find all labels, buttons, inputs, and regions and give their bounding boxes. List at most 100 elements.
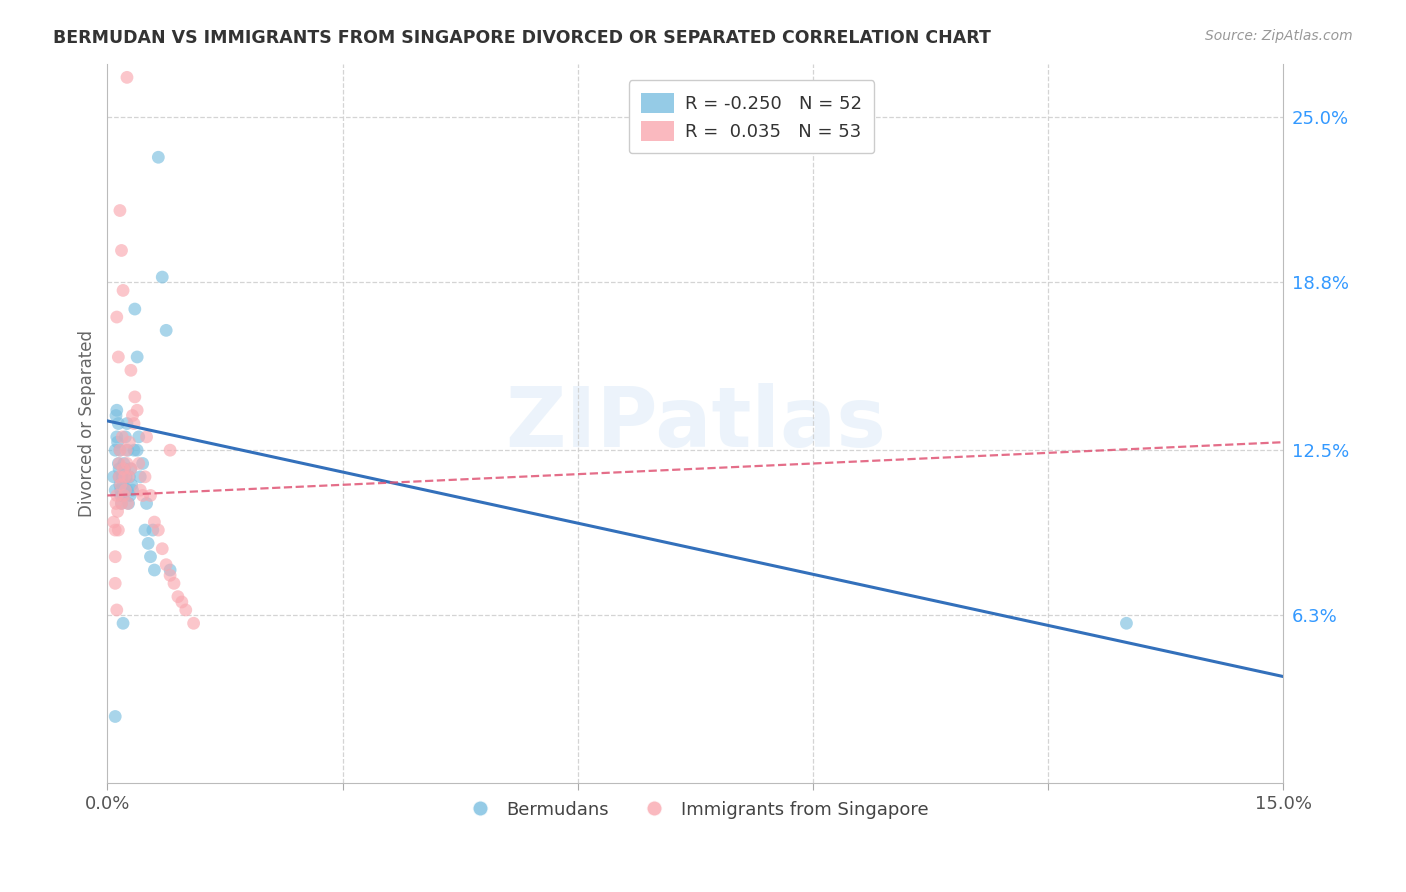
Point bbox=[104, 576, 127, 591]
Point bbox=[110, 496, 132, 510]
Point bbox=[104, 549, 127, 564]
Point bbox=[124, 390, 146, 404]
Point bbox=[105, 603, 128, 617]
Point bbox=[115, 443, 138, 458]
Point bbox=[108, 443, 131, 458]
Point bbox=[112, 488, 135, 502]
Point bbox=[117, 470, 139, 484]
Point bbox=[108, 457, 131, 471]
Point bbox=[108, 462, 131, 476]
Point bbox=[114, 483, 136, 497]
Point bbox=[107, 504, 129, 518]
Point bbox=[174, 603, 197, 617]
Point bbox=[143, 563, 166, 577]
Point bbox=[155, 558, 177, 572]
Point bbox=[150, 270, 173, 285]
Point bbox=[150, 541, 173, 556]
Point bbox=[115, 483, 138, 497]
Point bbox=[121, 409, 143, 423]
Point bbox=[159, 443, 181, 458]
Point bbox=[135, 430, 157, 444]
Point bbox=[127, 403, 149, 417]
Point bbox=[148, 523, 170, 537]
Point bbox=[112, 616, 135, 631]
Point bbox=[136, 536, 159, 550]
Point bbox=[105, 488, 128, 502]
Point bbox=[118, 470, 141, 484]
Point bbox=[107, 457, 129, 471]
Point bbox=[105, 403, 128, 417]
Point bbox=[1115, 616, 1137, 631]
Point bbox=[131, 488, 153, 502]
Point bbox=[120, 462, 142, 476]
Point bbox=[111, 430, 134, 444]
Point bbox=[129, 470, 152, 484]
Point bbox=[117, 496, 139, 510]
Point bbox=[159, 563, 181, 577]
Point bbox=[114, 430, 136, 444]
Point bbox=[142, 523, 165, 537]
Point bbox=[108, 470, 131, 484]
Point bbox=[167, 590, 190, 604]
Point bbox=[120, 488, 142, 502]
Point bbox=[110, 483, 132, 497]
Point bbox=[115, 457, 138, 471]
Text: ZIPatlas: ZIPatlas bbox=[505, 383, 886, 464]
Point bbox=[110, 496, 132, 510]
Point bbox=[139, 549, 162, 564]
Point bbox=[183, 616, 205, 631]
Point bbox=[105, 496, 128, 510]
Point bbox=[112, 284, 135, 298]
Point bbox=[105, 310, 128, 324]
Point bbox=[111, 470, 134, 484]
Point bbox=[112, 478, 135, 492]
Point bbox=[114, 470, 136, 484]
Point bbox=[115, 70, 138, 85]
Point bbox=[170, 595, 193, 609]
Point bbox=[127, 443, 149, 458]
Point bbox=[115, 417, 138, 431]
Point bbox=[117, 443, 139, 458]
Point bbox=[117, 496, 139, 510]
Point bbox=[129, 483, 152, 497]
Point bbox=[128, 457, 150, 471]
Point bbox=[108, 203, 131, 218]
Point bbox=[110, 244, 132, 258]
Point bbox=[103, 515, 125, 529]
Point bbox=[134, 523, 156, 537]
Point bbox=[139, 488, 162, 502]
Point bbox=[107, 435, 129, 450]
Point bbox=[112, 462, 135, 476]
Point bbox=[124, 301, 146, 316]
Point bbox=[128, 430, 150, 444]
Point bbox=[127, 350, 149, 364]
Point bbox=[107, 523, 129, 537]
Point bbox=[110, 478, 132, 492]
Point bbox=[103, 470, 125, 484]
Point bbox=[121, 478, 143, 492]
Point bbox=[108, 443, 131, 458]
Point bbox=[134, 470, 156, 484]
Point bbox=[108, 470, 131, 484]
Point bbox=[120, 363, 142, 377]
Text: Source: ZipAtlas.com: Source: ZipAtlas.com bbox=[1205, 29, 1353, 43]
Y-axis label: Divorced or Separated: Divorced or Separated bbox=[79, 330, 96, 517]
Point bbox=[110, 488, 132, 502]
Point bbox=[115, 470, 138, 484]
Point bbox=[104, 443, 127, 458]
Point bbox=[118, 435, 141, 450]
Point bbox=[163, 576, 186, 591]
Point bbox=[122, 443, 145, 458]
Point bbox=[114, 462, 136, 476]
Point bbox=[148, 150, 170, 164]
Point bbox=[104, 709, 127, 723]
Point bbox=[112, 488, 135, 502]
Point bbox=[105, 430, 128, 444]
Point bbox=[105, 409, 128, 423]
Point bbox=[122, 417, 145, 431]
Point bbox=[159, 568, 181, 582]
Point bbox=[104, 483, 127, 497]
Text: BERMUDAN VS IMMIGRANTS FROM SINGAPORE DIVORCED OR SEPARATED CORRELATION CHART: BERMUDAN VS IMMIGRANTS FROM SINGAPORE DI… bbox=[53, 29, 991, 46]
Point bbox=[155, 323, 177, 337]
Point bbox=[121, 483, 143, 497]
